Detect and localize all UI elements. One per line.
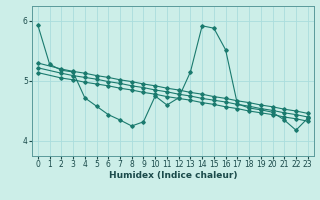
X-axis label: Humidex (Indice chaleur): Humidex (Indice chaleur) [108,171,237,180]
